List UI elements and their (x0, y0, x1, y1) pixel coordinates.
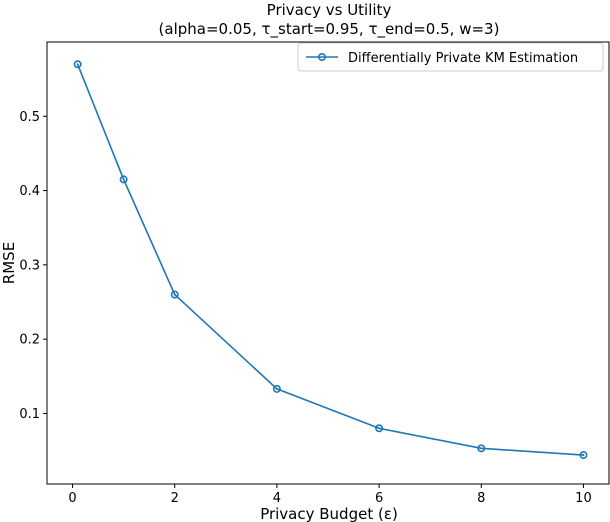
data-point-center (582, 454, 585, 457)
data-point (579, 451, 588, 460)
series-line-0 (76, 63, 584, 456)
chart-subtitle: (alpha=0.05, τ_start=0.95, τ_end=0.5, w=… (159, 20, 500, 39)
data-point (375, 424, 384, 433)
legend-entry-label: Differentially Private KM Estimation (348, 51, 578, 66)
data-point-center (275, 387, 278, 390)
data-point-center (76, 63, 79, 66)
x-tick-label: 6 (375, 491, 383, 506)
data-point-center (122, 178, 125, 181)
x-tick-label: 4 (273, 491, 281, 506)
data-point-center (480, 447, 483, 450)
legend: Differentially Private KM Estimation (297, 42, 604, 72)
chart-title: Privacy vs Utility (267, 1, 392, 19)
y-axis-label: RMSE (0, 242, 18, 284)
x-axis-ticks: 0 2 4 6 8 10 (68, 484, 592, 506)
y-axis-ticks: 0.1 0.2 0.3 0.4 0.5 (19, 110, 47, 422)
data-point (119, 175, 128, 184)
data-point (170, 290, 179, 299)
y-tick-label: 0.3 (19, 258, 40, 273)
series-layer (73, 60, 588, 460)
data-point (477, 444, 486, 453)
data-point-center (173, 293, 176, 296)
y-tick-label: 0.2 (19, 333, 40, 348)
y-tick-label: 0.4 (19, 184, 40, 199)
x-tick-label: 2 (171, 491, 179, 506)
y-tick-label: 0.1 (19, 407, 40, 422)
data-point (73, 60, 82, 69)
x-tick-label: 0 (68, 491, 76, 506)
data-point (272, 384, 281, 393)
x-axis-label: Privacy Budget (ε) (260, 505, 398, 522)
y-tick-label: 0.5 (19, 110, 40, 125)
legend-marker (317, 52, 326, 61)
legend-box (297, 42, 604, 72)
data-point-center (378, 427, 381, 430)
plot-area (46, 41, 610, 485)
x-tick-label: 8 (477, 491, 485, 506)
x-tick-label: 10 (575, 491, 592, 506)
